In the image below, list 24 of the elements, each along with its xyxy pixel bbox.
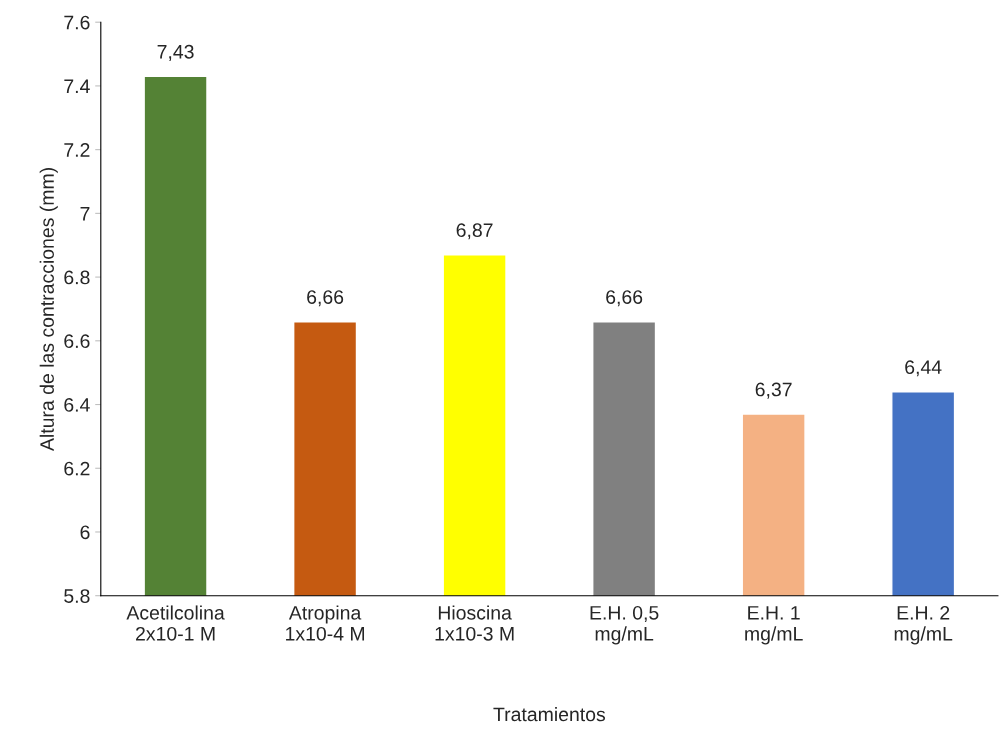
x-axis-title: Tratamientos [493, 706, 606, 722]
y-tick-label: 6.2 [64, 461, 90, 476]
data-label: 6,66 [606, 290, 643, 307]
y-tick-label: 7.2 [64, 143, 90, 157]
data-label: 6,44 [905, 360, 942, 377]
data-label: 6,66 [307, 290, 344, 307]
y-tick-label: 6 [80, 525, 90, 540]
x-tick-label: Atropina 1x10-4 M [286, 605, 365, 641]
y-tick-label: 6.6 [64, 334, 90, 349]
y-tick-label: 7.6 [64, 15, 90, 30]
x-tick-label: E.H. 2 mg/mL [894, 605, 953, 645]
x-tick-label: E.H. 0,5 mg/mL [590, 605, 659, 645]
y-axis-title: Altura de las contracciones (mm) [39, 168, 58, 451]
y-tick-label: 6.8 [64, 270, 90, 285]
y-tick-label: 7 [80, 207, 90, 221]
x-tick-label: E.H. 1 mg/mL [745, 606, 803, 645]
data-label: 6,37 [755, 382, 792, 399]
y-tick-label: 5.8 [64, 589, 90, 603]
data-label: 7,43 [157, 44, 194, 61]
x-tick-label: Hioscina 1x10-3 M [435, 605, 514, 641]
data-label: 6,87 [456, 223, 493, 240]
y-tick-label: 7.4 [64, 79, 90, 93]
y-tick-label: 6.4 [64, 398, 90, 412]
x-tick-label: Acetilcolina 2x10-1 M [126, 605, 225, 641]
